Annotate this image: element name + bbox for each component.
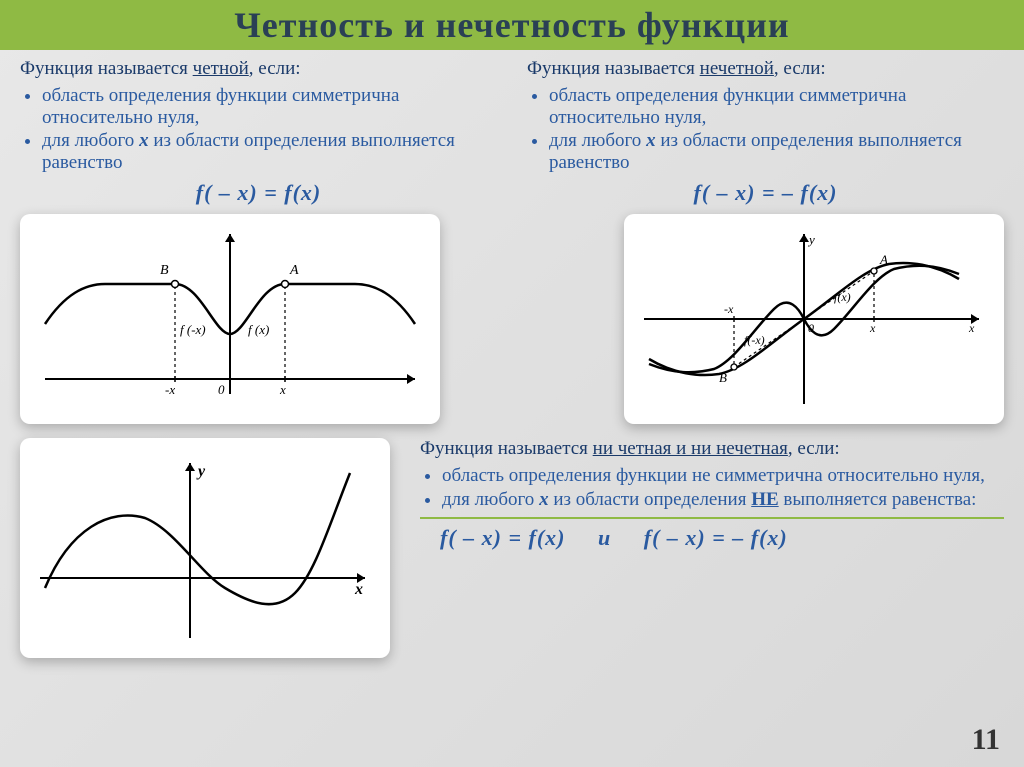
- label-mx: -x: [724, 302, 734, 316]
- neither-graph-card: y x: [20, 438, 390, 658]
- accent-divider: [420, 517, 1004, 519]
- text: Функция называется: [527, 58, 700, 79]
- label-y: y: [807, 232, 815, 247]
- odd-formula: f( – x) = – f(x): [527, 180, 1004, 206]
- page-title: Четность и нечетность функции: [0, 4, 1024, 46]
- label-x: x: [279, 382, 286, 397]
- label-fx: f(x): [834, 290, 851, 304]
- label-fmx: f(-x): [744, 333, 765, 347]
- odd-intro: Функция называется нечетной, если:: [527, 58, 1004, 81]
- even-graph-svg: A B f (x) f (-x) x -x 0: [30, 224, 430, 414]
- label-B: B: [160, 263, 169, 278]
- odd-graph-svg: y A B f(x) f(-x) x -x 0 x: [634, 224, 994, 414]
- label-y: y: [196, 463, 206, 480]
- label-B: B: [719, 370, 727, 385]
- label-O: 0: [218, 382, 225, 397]
- bullet: для любого x из области определения НЕ в…: [442, 489, 1004, 511]
- label-fx: f (x): [248, 322, 269, 337]
- neither-bullets: область определения функции не симметрич…: [442, 465, 1004, 511]
- label-A: A: [879, 252, 888, 267]
- formula-sep: и: [598, 525, 611, 550]
- text: Функция называется: [20, 58, 193, 79]
- neither-graph-svg: y x: [30, 448, 380, 648]
- definitions-row: Функция называется четной, если: область…: [0, 50, 1024, 206]
- bullet: для любого x из области определения выпо…: [549, 130, 1004, 174]
- bullet: область определения функции не симметрич…: [442, 465, 1004, 487]
- label-xaxis: x: [968, 321, 975, 335]
- bullet: область определения функции симметрична …: [42, 85, 497, 129]
- label-mx: -x: [165, 382, 175, 397]
- even-bullets: область определения функции симметрична …: [42, 85, 497, 174]
- label-x: x: [869, 321, 876, 335]
- text: , если:: [249, 58, 301, 79]
- formula-a: f( – x) = f(x): [440, 525, 566, 550]
- odd-keyword: нечетной: [700, 58, 774, 79]
- odd-bullets: область определения функции симметрична …: [549, 85, 1004, 174]
- even-formula: f( – x) = f(x): [20, 180, 497, 206]
- odd-column: Функция называется нечетной, если: облас…: [527, 58, 1004, 206]
- title-bar: Четность и нечетность функции: [0, 0, 1024, 50]
- graphs-row: A B f (x) f (-x) x -x 0 y: [0, 206, 1024, 424]
- bullet: область определения функции симметрична …: [549, 85, 1004, 129]
- bullet: для любого x из области определения выпо…: [42, 130, 497, 174]
- neither-text: Функция называется ни четная и ни нечетн…: [410, 438, 1004, 658]
- neither-intro: Функция называется ни четная и ни нечетн…: [420, 438, 1004, 461]
- neither-formula-row: f( – x) = f(x) и f( – x) = – f(x): [420, 525, 1004, 551]
- even-column: Функция называется четной, если: область…: [20, 58, 497, 206]
- even-keyword: четной: [193, 58, 249, 79]
- even-graph-card: A B f (x) f (-x) x -x 0: [20, 214, 440, 424]
- page-number: 11: [972, 723, 1000, 757]
- label-O: 0: [808, 321, 814, 335]
- text: , если:: [774, 58, 826, 79]
- even-intro: Функция называется четной, если:: [20, 58, 497, 81]
- odd-graph-card: y A B f(x) f(-x) x -x 0 x: [624, 214, 1004, 424]
- neither-keyword: ни четная и ни нечетная: [593, 438, 788, 459]
- label-fmx: f (-x): [180, 322, 206, 337]
- formula-b: f( – x) = – f(x): [644, 525, 788, 550]
- label-x: x: [354, 581, 363, 598]
- label-A: A: [289, 263, 299, 278]
- text: Функция называется: [420, 438, 593, 459]
- text: , если:: [788, 438, 840, 459]
- bottom-row: y x Функция называется ни четная и ни не…: [0, 424, 1024, 658]
